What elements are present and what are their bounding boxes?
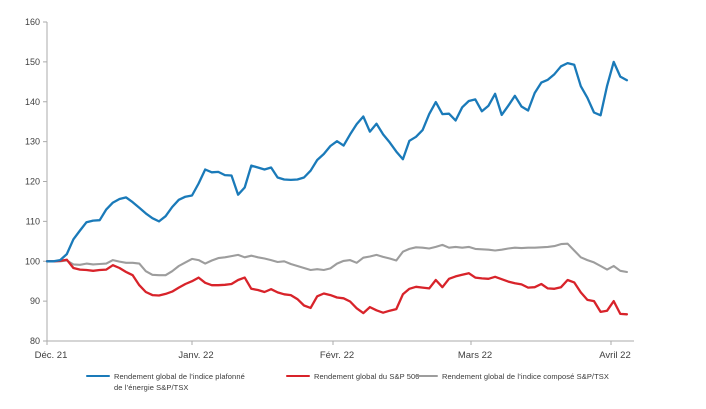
x-tick-label: Avril 22 <box>599 350 631 361</box>
series-line-1 <box>45 258 629 316</box>
x-tick-label: Mars 22 <box>458 350 492 361</box>
y-tick-label: 120 <box>25 177 40 187</box>
x-tick-label: Févr. 22 <box>320 350 354 361</box>
legend-label-composite: Rendement global de l’indice composé S&P… <box>442 372 609 381</box>
legend-label-energy: Rendement global de l’indice plafonné de… <box>114 372 245 393</box>
legend-label-sp500: Rendement global du S&P 500 <box>314 372 420 381</box>
y-tick-label: 130 <box>25 137 40 147</box>
series-line-0 <box>45 60 629 263</box>
x-tick-label: Déc. 21 <box>35 350 68 361</box>
y-tick-label: 160 <box>25 17 40 27</box>
y-tick-label: 100 <box>25 256 40 266</box>
y-tick-label: 80 <box>30 336 40 346</box>
energy-series-swatch <box>86 374 110 378</box>
composite-series-swatch <box>414 374 438 378</box>
y-tick-label: 90 <box>30 296 40 306</box>
sp500-series-swatch <box>286 374 310 378</box>
y-tick-label: 140 <box>25 97 40 107</box>
y-tick-label: 150 <box>25 57 40 67</box>
legend-item-sp500: Rendement global du S&P 500 <box>286 371 420 382</box>
legend-item-composite-index: Rendement global de l’indice composé S&P… <box>414 371 609 382</box>
y-tick-label: 110 <box>26 216 40 226</box>
x-tick-label: Janv. 22 <box>178 350 213 361</box>
series-line-2 <box>45 242 628 277</box>
legend-item-energy-index: Rendement global de l’indice plafonné de… <box>86 371 254 394</box>
